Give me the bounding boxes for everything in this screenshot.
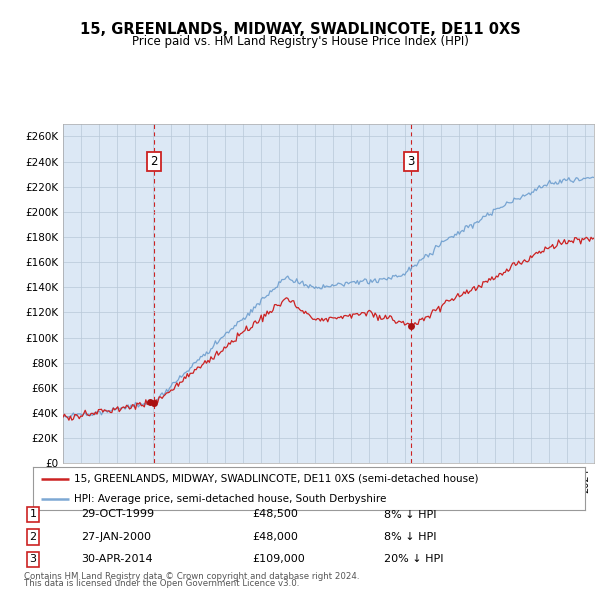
Text: 2: 2 <box>29 532 37 542</box>
Text: 15, GREENLANDS, MIDWAY, SWADLINCOTE, DE11 0XS: 15, GREENLANDS, MIDWAY, SWADLINCOTE, DE1… <box>80 22 520 37</box>
Text: 8% ↓ HPI: 8% ↓ HPI <box>384 510 437 519</box>
Text: 2: 2 <box>151 155 158 168</box>
Text: 8% ↓ HPI: 8% ↓ HPI <box>384 532 437 542</box>
Text: £109,000: £109,000 <box>252 555 305 564</box>
Text: Contains HM Land Registry data © Crown copyright and database right 2024.: Contains HM Land Registry data © Crown c… <box>24 572 359 581</box>
Text: 1: 1 <box>29 510 37 519</box>
Text: 15, GREENLANDS, MIDWAY, SWADLINCOTE, DE11 0XS (semi-detached house): 15, GREENLANDS, MIDWAY, SWADLINCOTE, DE1… <box>74 474 479 484</box>
Text: 20% ↓ HPI: 20% ↓ HPI <box>384 555 443 564</box>
Text: £48,500: £48,500 <box>252 510 298 519</box>
Text: 30-APR-2014: 30-APR-2014 <box>81 555 152 564</box>
Text: 3: 3 <box>29 555 37 564</box>
Text: HPI: Average price, semi-detached house, South Derbyshire: HPI: Average price, semi-detached house,… <box>74 494 387 504</box>
Text: £48,000: £48,000 <box>252 532 298 542</box>
Text: 27-JAN-2000: 27-JAN-2000 <box>81 532 151 542</box>
Text: Price paid vs. HM Land Registry's House Price Index (HPI): Price paid vs. HM Land Registry's House … <box>131 35 469 48</box>
Text: 29-OCT-1999: 29-OCT-1999 <box>81 510 154 519</box>
Text: This data is licensed under the Open Government Licence v3.0.: This data is licensed under the Open Gov… <box>24 579 299 588</box>
Text: 3: 3 <box>407 155 415 168</box>
